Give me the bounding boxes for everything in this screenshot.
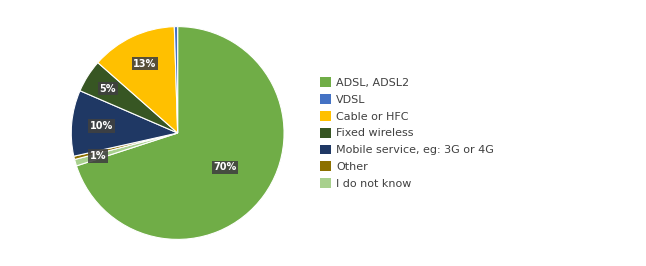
Text: 5%: 5% — [99, 84, 116, 94]
Wedge shape — [71, 91, 178, 156]
Text: 1%: 1% — [90, 151, 106, 161]
Text: 70%: 70% — [213, 163, 236, 172]
Text: 13%: 13% — [134, 59, 157, 69]
Legend: ADSL, ADSL2, VDSL, Cable or HFC, Fixed wireless, Mobile service, eg: 3G or 4G, O: ADSL, ADSL2, VDSL, Cable or HFC, Fixed w… — [316, 74, 497, 192]
Wedge shape — [76, 27, 284, 239]
Wedge shape — [74, 133, 178, 166]
Wedge shape — [80, 63, 178, 133]
Wedge shape — [74, 133, 178, 159]
Text: 10%: 10% — [90, 121, 113, 131]
Wedge shape — [174, 27, 178, 133]
Wedge shape — [98, 27, 178, 133]
